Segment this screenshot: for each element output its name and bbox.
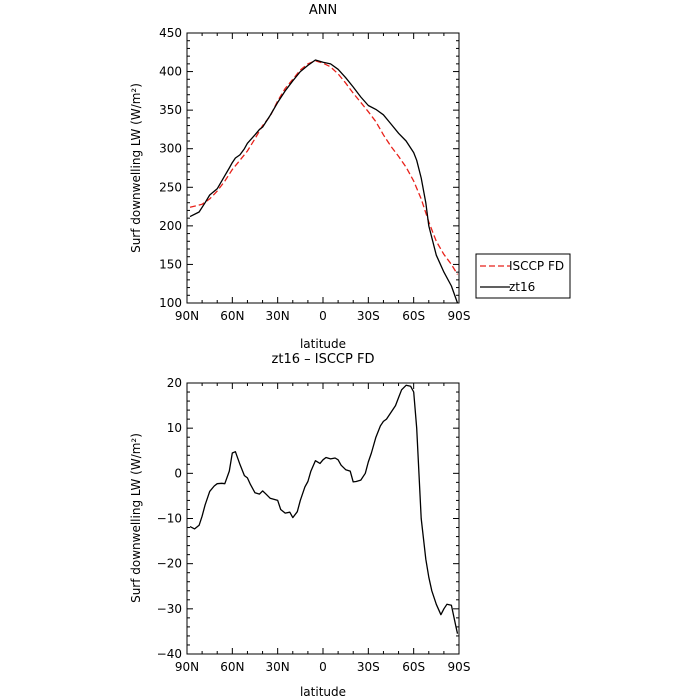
bottom-x-axis-title: latitude bbox=[300, 685, 346, 699]
top-panel: ANN 90N 60N 30N 0 30S 60S 90S 100 150 200 250 300 35… bbox=[129, 3, 470, 351]
series-line-diff bbox=[189, 384, 459, 634]
x-tick-label: 0 bbox=[319, 660, 327, 674]
y-tick-label: −40 bbox=[157, 647, 182, 661]
y-tick-label: 300 bbox=[159, 142, 182, 156]
y-tick-label: 450 bbox=[159, 26, 182, 40]
y-tick-label: 100 bbox=[159, 296, 182, 310]
x-tick-label: 30N bbox=[266, 309, 290, 323]
y-tick-label: 400 bbox=[159, 65, 182, 79]
y-tick-label: −20 bbox=[157, 557, 182, 571]
x-tick-label: 60N bbox=[220, 660, 244, 674]
y-tick-label: 200 bbox=[159, 219, 182, 233]
x-tick-label: 90S bbox=[448, 309, 471, 323]
y-tick-label: 350 bbox=[159, 103, 182, 117]
bottom-panel-title: zt16 – ISCCP FD bbox=[272, 352, 375, 367]
legend-label-zt16: zt16 bbox=[509, 280, 535, 294]
top-plot-area: 90N 60N 30N 0 30S 60S 90S 100 150 200 250 300 350 400… bbox=[159, 26, 470, 323]
bottom-plot-frame bbox=[186, 382, 460, 655]
x-tick-label: 90N bbox=[175, 660, 199, 674]
y-tick-label: 150 bbox=[159, 257, 182, 271]
x-tick-label: 90S bbox=[448, 660, 471, 674]
top-panel-title: ANN bbox=[309, 3, 337, 18]
legend-label-isccp: ISCCP FD bbox=[509, 259, 564, 273]
x-tick-label: 60S bbox=[402, 309, 425, 323]
bottom-plot-area: 90N 60N 30N 0 30S 60S 90S −40 −30 −20 −10 0 10 20 bbox=[157, 376, 471, 674]
y-tick-label: 0 bbox=[174, 466, 182, 480]
bottom-panel: zt16 – ISCCP FD 90N 60N 30N 0 30S 60S 90S −40 −3… bbox=[129, 352, 470, 699]
x-tick-label: 60N bbox=[220, 309, 244, 323]
y-tick-label: −30 bbox=[157, 602, 182, 616]
x-tick-label: 30N bbox=[266, 660, 290, 674]
y-tick-label: 250 bbox=[159, 180, 182, 194]
x-tick-label: 0 bbox=[319, 309, 327, 323]
legend: ISCCP FD zt16 bbox=[475, 253, 571, 299]
bottom-y-axis-title: Surf downwelling LW (W/m²) bbox=[129, 433, 143, 603]
x-tick-label: 30S bbox=[357, 660, 380, 674]
y-tick-label: −10 bbox=[157, 512, 182, 526]
series-line-zt16 bbox=[189, 59, 459, 304]
y-tick-label: 10 bbox=[167, 421, 182, 435]
x-tick-label: 60S bbox=[402, 660, 425, 674]
x-tick-label: 90N bbox=[175, 309, 199, 323]
y-tick-label: 20 bbox=[167, 376, 182, 390]
x-tick-label: 30S bbox=[357, 309, 380, 323]
legend-box bbox=[475, 253, 571, 299]
top-x-axis-title: latitude bbox=[300, 337, 346, 351]
series-line-isccp-fd bbox=[189, 60, 459, 275]
top-y-axis-title: Surf downwelling LW (W/m²) bbox=[129, 83, 143, 253]
